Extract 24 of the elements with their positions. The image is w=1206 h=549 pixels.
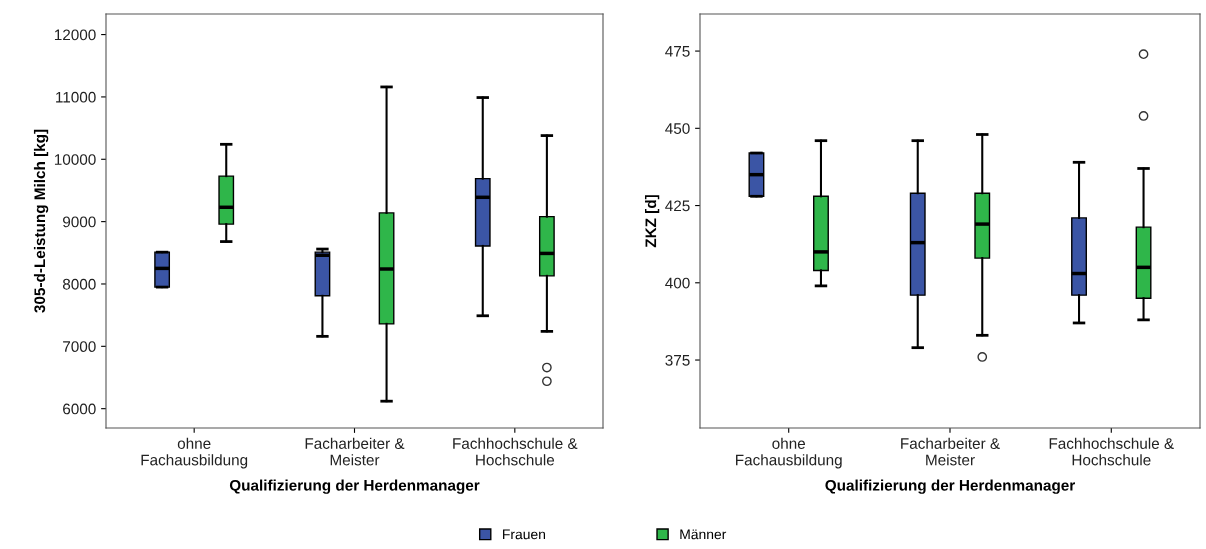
y-tick-label: 375 — [665, 354, 690, 366]
y-tick-label: 450 — [665, 123, 690, 134]
x-tick-label: ohne Fachausbildung — [736, 437, 842, 469]
x-axis-title: Qualifizierung der Herdenmanager — [229, 479, 480, 494]
y-axis-title: ZKZ [d] — [644, 195, 660, 248]
x-tick-label: Facharbeiter & Meister — [305, 437, 405, 466]
y-tick-label: 6000 — [63, 403, 96, 415]
y-tick-label: 8000 — [62, 278, 96, 290]
y-tick-label: 11000 — [56, 91, 96, 103]
y-tick-label: 400 — [665, 277, 690, 289]
y-tick-label: 425 — [665, 200, 690, 212]
y-tick-label: 7000 — [63, 341, 96, 353]
y-tick-label: 12000 — [54, 29, 96, 41]
x-tick-label: ohne Fachausbildung — [141, 437, 248, 469]
x-tick-label: Facharbeiter & Meister — [901, 437, 1000, 466]
y-tick-label: 475 — [665, 46, 690, 57]
y-tick-label: 10000 — [54, 154, 96, 165]
y-tick-label: 9000 — [63, 216, 96, 228]
legend-label: Männer — [680, 529, 727, 540]
y-axis-title: 305-d-Leistung Milch [kg] — [33, 129, 49, 313]
x-axis-title: Qualifizierung der Herdenmanager — [825, 479, 1075, 494]
x-tick-label: Fachhochschule & Hochschule — [1049, 437, 1174, 466]
x-tick-label: Fachhochschule & Hochschule — [453, 437, 578, 466]
legend-label: Frauen — [503, 529, 545, 540]
